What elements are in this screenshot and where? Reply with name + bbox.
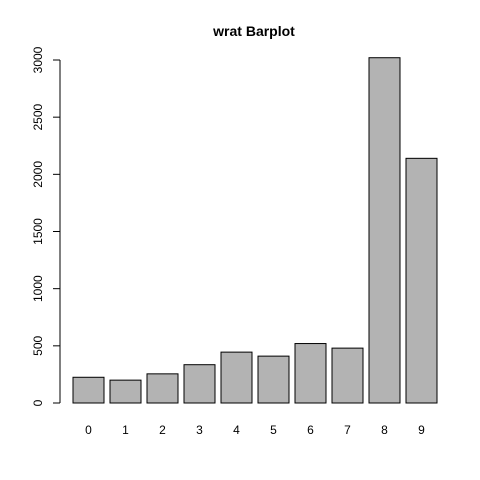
bar-4: [220, 351, 253, 404]
x-tick-label: 9: [418, 423, 425, 437]
x-axis-labels: 0 1 2 3 4 5 6 7 8 9: [85, 423, 425, 437]
bar-3: [183, 364, 216, 404]
y-tick-label: 2500: [31, 103, 45, 130]
x-tick-label: 3: [196, 423, 203, 437]
y-tick-label: 500: [31, 336, 45, 356]
y-tick-label: 2000: [31, 161, 45, 188]
y-axis: 0 500 1000 1500 2000 2500 3000: [31, 46, 61, 406]
x-tick-label: 5: [270, 423, 277, 437]
bar-7: [331, 347, 364, 404]
x-tick-label: 6: [307, 423, 314, 437]
x-tick-label: 1: [122, 423, 129, 437]
x-tick-label: 7: [344, 423, 351, 437]
y-tick-label: 1000: [31, 275, 45, 302]
x-tick-label: 4: [233, 423, 240, 437]
bar-1: [109, 379, 142, 404]
y-tick-label: 3000: [31, 46, 45, 73]
bar-9: [405, 157, 438, 404]
bars: [72, 57, 438, 404]
bar-2: [146, 373, 179, 404]
chart-title: wrat Barplot: [212, 23, 295, 39]
y-tick-label: 1500: [31, 218, 45, 245]
bar-6: [294, 343, 327, 404]
bar-0: [72, 376, 105, 404]
x-tick-label: 8: [381, 423, 388, 437]
x-tick-label: 2: [159, 423, 166, 437]
x-tick-label: 0: [85, 423, 92, 437]
bar-8: [368, 57, 401, 404]
bar-5: [257, 355, 290, 404]
y-tick-label: 0: [31, 399, 45, 406]
